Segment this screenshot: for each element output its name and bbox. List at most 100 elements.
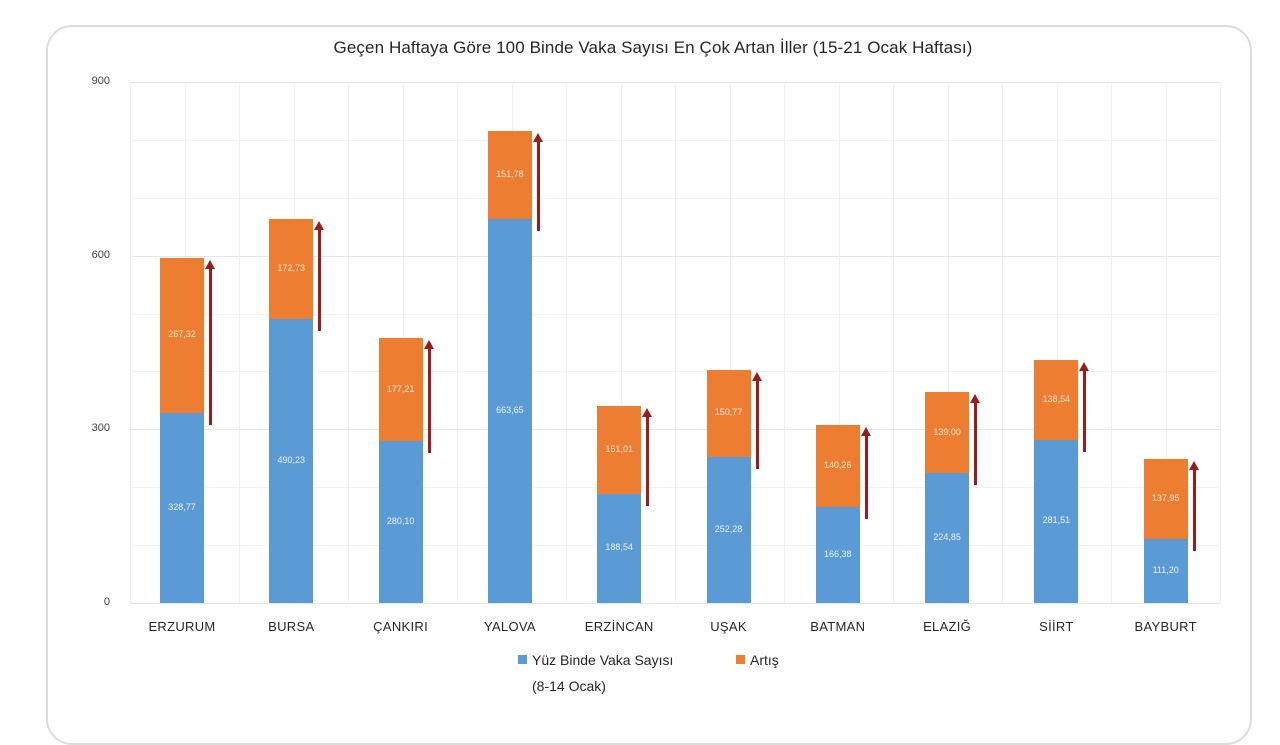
bar-erzi̇ncan: 151,01 188,54 bbox=[597, 406, 642, 603]
bar-segment-increase: 140,26 bbox=[815, 425, 860, 507]
data-label-increase: 150,77 bbox=[714, 407, 743, 418]
vertical-gridline bbox=[1165, 82, 1167, 603]
data-label-base: 280,10 bbox=[386, 515, 415, 526]
y-tick-label: 900 bbox=[91, 75, 110, 87]
vertical-gridline bbox=[947, 82, 949, 603]
increase-arrow-icon bbox=[314, 221, 325, 332]
bar-batman: 140,26 166,38 bbox=[815, 425, 860, 603]
bar-segment-base: 663,65 bbox=[487, 218, 532, 603]
increase-arrow-icon bbox=[1079, 361, 1090, 453]
y-tick-label: 0 bbox=[103, 596, 110, 608]
bar-yalova: 151,78 663,65 bbox=[487, 130, 532, 603]
data-label-base: 166,38 bbox=[824, 548, 852, 559]
vertical-gridline bbox=[566, 82, 567, 603]
vertical-gridline bbox=[1056, 82, 1058, 603]
legend-item-increase: Artış bbox=[736, 652, 779, 668]
data-label-base: 252,28 bbox=[714, 523, 743, 534]
vertical-gridline bbox=[893, 82, 894, 603]
legend-swatch-increase bbox=[736, 655, 745, 664]
x-tick-label: BAYBURT bbox=[1134, 619, 1197, 634]
increase-arrow-icon bbox=[1188, 460, 1199, 551]
legend-label-increase: Artış bbox=[750, 652, 779, 668]
x-tick-label: UŞAK bbox=[710, 619, 747, 634]
bar-segment-increase: 172,73 bbox=[269, 219, 314, 320]
gridline bbox=[130, 603, 1220, 604]
x-tick-label: ERZİNCAN bbox=[584, 619, 654, 634]
bar-segment-base: 166,38 bbox=[815, 506, 860, 603]
bar-segment-base: 111,20 bbox=[1143, 538, 1188, 603]
vertical-gridline bbox=[457, 82, 458, 603]
legend-item-base-subtitle: (8-14 Ocak) bbox=[532, 678, 606, 694]
bar-elaziğ: 139,00 224,85 bbox=[925, 392, 970, 603]
bar-segment-base: 280,10 bbox=[378, 440, 423, 603]
legend-item-base: Yüz Binde Vaka Sayısı bbox=[518, 652, 673, 668]
bar-segment-base: 490,23 bbox=[269, 319, 314, 603]
data-label-base: 281,51 bbox=[1042, 515, 1071, 526]
vertical-gridline bbox=[1002, 82, 1003, 603]
vertical-gridline bbox=[1111, 82, 1112, 603]
bar-segment-base: 188,54 bbox=[597, 493, 642, 603]
bar-segment-increase: 151,01 bbox=[597, 406, 642, 494]
data-label-increase: 138,54 bbox=[1042, 393, 1071, 404]
increase-arrow-icon bbox=[970, 394, 981, 485]
bar-çankiri: 177,21 280,10 bbox=[378, 338, 423, 603]
y-tick-label: 600 bbox=[91, 248, 110, 261]
data-label-base: 663,65 bbox=[496, 404, 524, 415]
increase-arrow-icon bbox=[751, 371, 762, 469]
vertical-gridline bbox=[784, 82, 785, 603]
legend-label-base-period: (8-14 Ocak) bbox=[532, 678, 606, 694]
vertical-gridline bbox=[130, 82, 131, 603]
vertical-gridline bbox=[348, 82, 349, 603]
data-label-increase: 137,95 bbox=[1151, 492, 1180, 503]
data-label-increase: 140,26 bbox=[824, 460, 852, 471]
y-tick-label: 300 bbox=[91, 422, 110, 435]
bar-erzurum: 267,32 328,77 bbox=[160, 257, 204, 603]
data-label-increase: 151,01 bbox=[605, 444, 633, 455]
bar-segment-increase: 267,32 bbox=[160, 257, 204, 413]
increase-arrow-icon bbox=[532, 132, 543, 231]
bar-segment-base: 252,28 bbox=[706, 456, 751, 603]
data-label-base: 111,20 bbox=[1152, 564, 1179, 575]
data-label-base: 490,23 bbox=[277, 455, 306, 466]
bar-si̇i̇rt: 138,54 281,51 bbox=[1034, 359, 1079, 603]
increase-arrow-icon bbox=[642, 408, 653, 506]
chart-title: Geçen Haftaya Göre 100 Binde Vaka Sayısı… bbox=[333, 38, 973, 57]
x-tick-label: BATMAN bbox=[810, 619, 866, 634]
bar-segment-increase: 151,78 bbox=[487, 130, 532, 219]
bar-segment-increase: 177,21 bbox=[378, 338, 423, 441]
x-tick-label: ERZURUM bbox=[148, 619, 216, 634]
vertical-gridline bbox=[838, 82, 840, 603]
vertical-gridline bbox=[239, 82, 240, 603]
vertical-gridline bbox=[620, 82, 622, 603]
plot-area: 267,32 328,77 172,73 490,23 177,21 280,10 151,… bbox=[130, 82, 1221, 604]
bar-bursa: 172,73 490,23 bbox=[269, 219, 314, 603]
bar-segment-increase: 139,00 bbox=[925, 392, 970, 473]
legend-label-base: Yüz Binde Vaka Sayısı bbox=[532, 652, 674, 668]
bar-segment-increase: 138,54 bbox=[1034, 359, 1079, 441]
data-label-increase: 139,00 bbox=[933, 426, 961, 437]
bar-segment-increase: 137,95 bbox=[1143, 458, 1188, 539]
vertical-gridline bbox=[729, 82, 731, 603]
bar-segment-base: 328,77 bbox=[160, 412, 204, 603]
bar-segment-increase: 150,77 bbox=[706, 369, 751, 457]
data-label-base: 224,85 bbox=[933, 531, 961, 542]
vertical-gridline bbox=[675, 82, 676, 603]
increase-arrow-icon bbox=[423, 340, 434, 453]
data-label-increase: 151,78 bbox=[496, 168, 524, 179]
data-label-increase: 267,32 bbox=[168, 329, 196, 340]
x-tick-label: YALOVA bbox=[483, 619, 536, 634]
x-tick-label: ÇANKIRI bbox=[373, 619, 429, 634]
legend-swatch-base bbox=[518, 655, 527, 664]
bar-segment-base: 224,85 bbox=[925, 472, 970, 603]
x-tick-label: ELAZIĞ bbox=[923, 619, 972, 634]
data-label-increase: 172,73 bbox=[277, 263, 306, 274]
bar-segment-base: 281,51 bbox=[1034, 440, 1079, 603]
increase-arrow-icon bbox=[205, 259, 215, 425]
data-label-base: 328,77 bbox=[168, 501, 196, 512]
increase-arrow-icon bbox=[860, 427, 871, 519]
data-label-increase: 177,21 bbox=[386, 383, 415, 394]
bar-bayburt: 137,95 111,20 bbox=[1143, 458, 1188, 603]
vertical-gridline bbox=[1220, 82, 1221, 603]
x-tick-label: BURSA bbox=[268, 619, 315, 634]
data-label-base: 188,54 bbox=[605, 542, 633, 553]
